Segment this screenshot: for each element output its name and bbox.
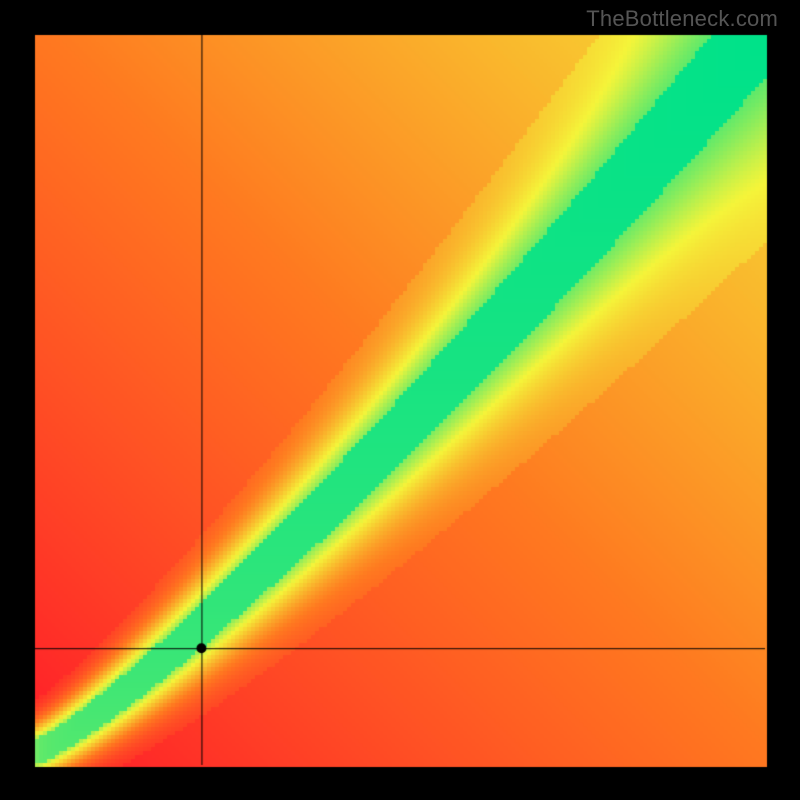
bottleneck-heatmap: [0, 0, 800, 800]
watermark-text: TheBottleneck.com: [586, 6, 778, 32]
